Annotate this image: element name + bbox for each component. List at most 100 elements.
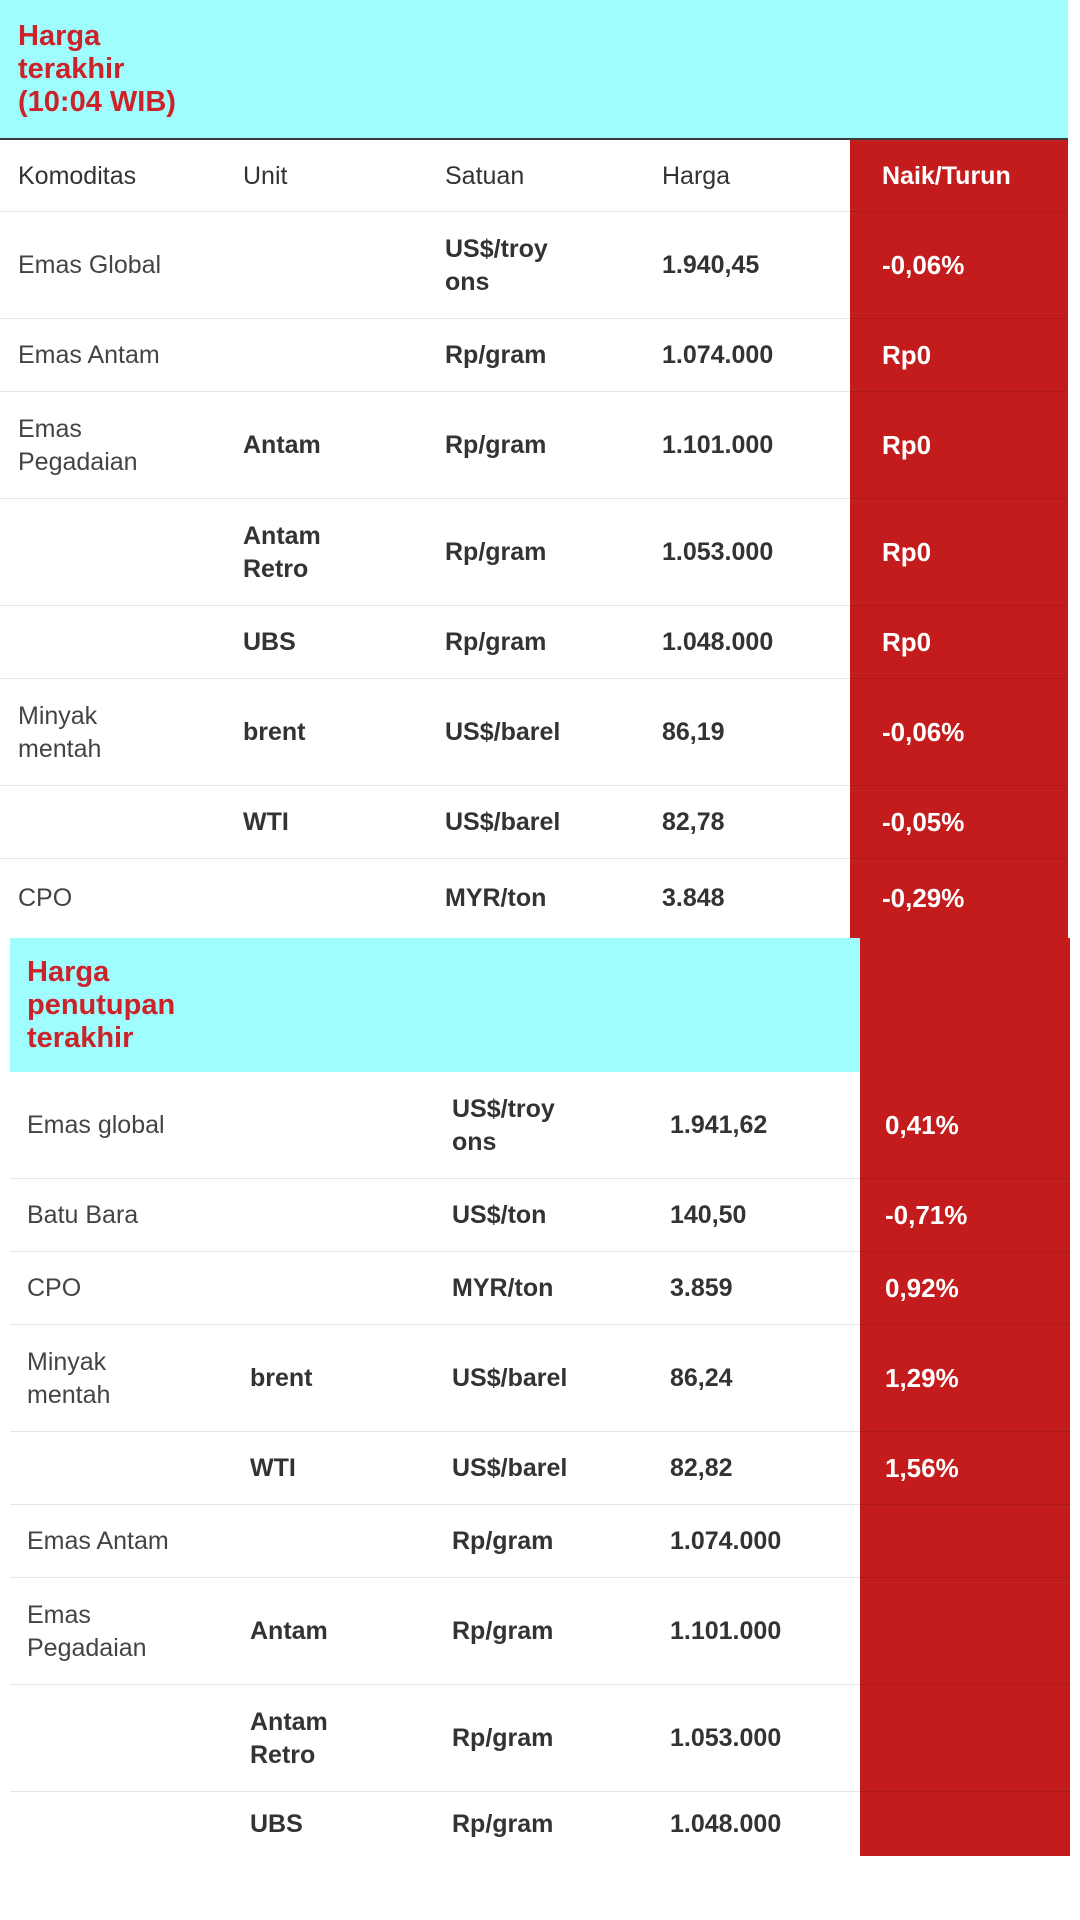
- satuan-cell: US$/barel: [445, 718, 561, 746]
- harga-cell: 1.101.000: [662, 431, 774, 459]
- change-cell: -0,05%: [882, 807, 965, 837]
- satuan-cell: MYR/ton: [452, 1274, 554, 1302]
- unit-cell: Antam: [250, 1617, 328, 1645]
- satuan-cell: Rp/gram: [445, 431, 547, 459]
- komoditas-cell: Minyak mentah: [27, 1347, 111, 1409]
- unit-cell: Antam Retro: [250, 1707, 328, 1769]
- change-cell: 0,41%: [885, 1110, 959, 1140]
- table-row: Emas global US$/troy ons 1.941,62 0,41%: [10, 1072, 1070, 1179]
- change-cell: Rp0: [882, 340, 932, 370]
- change-cell: Rp0: [882, 430, 932, 460]
- table-row: Antam Retro Rp/gram 1.053.000: [10, 1685, 1070, 1792]
- change-column-band: [860, 938, 1070, 1856]
- change-cell: Rp0: [882, 627, 932, 657]
- harga-cell: 1.941,62: [670, 1111, 768, 1139]
- harga-cell: 1.048.000: [662, 628, 774, 656]
- satuan-cell: Rp/gram: [452, 1809, 554, 1838]
- harga-cell: 86,19: [662, 718, 725, 746]
- header-unit: Unit: [243, 161, 288, 190]
- harga-cell: 1.101.000: [670, 1617, 782, 1645]
- change-cell: 1,29%: [885, 1363, 959, 1393]
- komoditas-cell: Batu Bara: [27, 1201, 139, 1229]
- harga-cell: 3.848: [662, 884, 725, 912]
- harga-cell: 82,78: [662, 808, 725, 836]
- table-row: UBS Rp/gram 1.048.000: [10, 1792, 1070, 1856]
- change-cell: Rp0: [882, 537, 932, 567]
- harga-cell: 82,82: [670, 1454, 733, 1482]
- satuan-cell: US$/ton: [452, 1201, 547, 1229]
- table-title: Harga terakhir (10:04 WIB): [18, 20, 176, 118]
- komoditas-cell: Emas global: [27, 1111, 165, 1139]
- change-column-band: [850, 140, 1068, 938]
- satuan-cell: Rp/gram: [452, 1724, 554, 1752]
- harga-cell: 1.074.000: [670, 1527, 782, 1555]
- komoditas-cell: Emas Antam: [27, 1527, 169, 1555]
- change-cell: -0,29%: [882, 883, 965, 913]
- table-row: CPO MYR/ton 3.859 0,92%: [10, 1252, 1070, 1325]
- table-row: Emas Pegadaian Antam Rp/gram 1.101.000 R…: [0, 392, 1068, 499]
- komoditas-cell: Emas Pegadaian: [18, 414, 138, 476]
- satuan-cell: MYR/ton: [445, 884, 547, 912]
- change-cell: 1,56%: [885, 1453, 959, 1483]
- harga-cell: 86,24: [670, 1364, 733, 1392]
- unit-cell: Antam Retro: [243, 521, 321, 583]
- header-naik-turun: Naik/Turun: [882, 161, 1011, 190]
- change-cell: -0,06%: [882, 717, 965, 747]
- table-title: Harga penutupan terakhir: [27, 956, 176, 1054]
- change-cell: -0,71%: [885, 1200, 968, 1230]
- unit-cell: brent: [250, 1364, 313, 1392]
- latest-price-table: Harga terakhir (10:04 WIB) Komoditas Uni…: [0, 0, 1068, 938]
- unit-cell: UBS: [250, 1809, 303, 1838]
- harga-cell: 1.053.000: [670, 1724, 782, 1752]
- table-title-band: [10, 938, 860, 1072]
- harga-cell: 1.074.000: [662, 341, 774, 369]
- table-row: WTI US$/barel 82,78 -0,05%: [0, 786, 1068, 859]
- table-row: Emas Global US$/troy ons 1.940,45 -0,06%: [0, 212, 1068, 319]
- komoditas-cell: Emas Pegadaian: [27, 1600, 147, 1662]
- satuan-cell: US$/troy ons: [445, 234, 548, 296]
- komoditas-cell: CPO: [27, 1274, 82, 1302]
- satuan-cell: Rp/gram: [452, 1617, 554, 1645]
- table-row: Batu Bara US$/ton 140,50 -0,71%: [10, 1179, 1070, 1252]
- harga-cell: 1.048.000: [670, 1809, 782, 1838]
- closing-price-table: Harga penutupan terakhir Emas global US$…: [10, 938, 1070, 1856]
- table-row: CPO MYR/ton 3.848 -0,29%: [0, 859, 1068, 938]
- header-komoditas: Komoditas: [18, 161, 137, 190]
- unit-cell: UBS: [243, 628, 296, 656]
- harga-cell: 1.940,45: [662, 251, 760, 279]
- header-harga: Harga: [662, 161, 731, 190]
- komoditas-cell: Minyak mentah: [18, 701, 102, 763]
- satuan-cell: Rp/gram: [445, 628, 547, 656]
- table-row: Minyak mentah brent US$/barel 86,24 1,29…: [10, 1325, 1070, 1432]
- komoditas-cell: CPO: [18, 884, 73, 912]
- komoditas-cell: Emas Global: [18, 251, 162, 279]
- table-row: Emas Pegadaian Antam Rp/gram 1.101.000: [10, 1578, 1070, 1685]
- table-row: WTI US$/barel 82,82 1,56%: [10, 1432, 1070, 1505]
- unit-cell: brent: [243, 718, 306, 746]
- satuan-cell: Rp/gram: [445, 538, 547, 566]
- table-row: Emas Antam Rp/gram 1.074.000 Rp0: [0, 319, 1068, 392]
- table-row: Emas Antam Rp/gram 1.074.000: [10, 1505, 1070, 1578]
- header-satuan: Satuan: [445, 161, 525, 190]
- change-cell: 0,92%: [885, 1273, 959, 1303]
- satuan-cell: US$/troy ons: [452, 1094, 555, 1156]
- table-row: UBS Rp/gram 1.048.000 Rp0: [0, 606, 1068, 679]
- change-cell: -0,06%: [882, 250, 965, 280]
- harga-cell: 140,50: [670, 1201, 747, 1229]
- satuan-cell: Rp/gram: [445, 341, 547, 369]
- harga-cell: 3.859: [670, 1274, 733, 1302]
- satuan-cell: US$/barel: [452, 1454, 568, 1482]
- header-row: Komoditas Unit Satuan Harga Naik/Turun: [0, 140, 1068, 212]
- title-divider: [0, 138, 1068, 140]
- unit-cell: WTI: [250, 1454, 296, 1482]
- satuan-cell: Rp/gram: [452, 1527, 554, 1555]
- table-row: Antam Retro Rp/gram 1.053.000 Rp0: [0, 499, 1068, 606]
- satuan-cell: US$/barel: [445, 808, 561, 836]
- table-title-band: [0, 0, 1068, 138]
- unit-cell: WTI: [243, 808, 289, 836]
- harga-cell: 1.053.000: [662, 538, 774, 566]
- table-row: Minyak mentah brent US$/barel 86,19 -0,0…: [0, 679, 1068, 786]
- komoditas-cell: Emas Antam: [18, 341, 160, 369]
- satuan-cell: US$/barel: [452, 1364, 568, 1392]
- unit-cell: Antam: [243, 431, 321, 459]
